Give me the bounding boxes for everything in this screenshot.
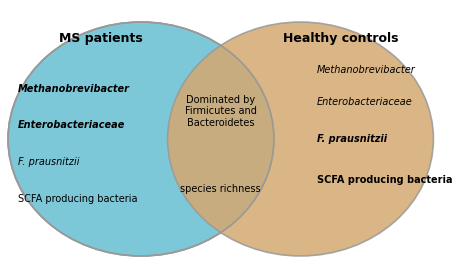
Text: Methanobrevibacter: Methanobrevibacter xyxy=(18,84,130,93)
Text: species richness: species richness xyxy=(181,185,261,194)
Text: Enterobacteriaceae: Enterobacteriaceae xyxy=(317,97,413,107)
Text: F. prausnitzii: F. prausnitzii xyxy=(18,157,80,167)
Ellipse shape xyxy=(8,22,274,256)
Text: SCFA producing bacteria: SCFA producing bacteria xyxy=(317,175,453,185)
Text: Enterobacteriaceae: Enterobacteriaceae xyxy=(18,120,126,130)
Text: Healthy controls: Healthy controls xyxy=(283,32,398,44)
Ellipse shape xyxy=(168,22,433,256)
Text: SCFA producing bacteria: SCFA producing bacteria xyxy=(18,194,137,203)
Text: Methanobrevibacter: Methanobrevibacter xyxy=(317,65,416,75)
Text: Dominated by
Firmicutes and
Bacteroidetes: Dominated by Firmicutes and Bacteroidete… xyxy=(185,95,257,128)
Text: MS patients: MS patients xyxy=(59,32,143,44)
Text: F. prausnitzii: F. prausnitzii xyxy=(317,134,387,144)
